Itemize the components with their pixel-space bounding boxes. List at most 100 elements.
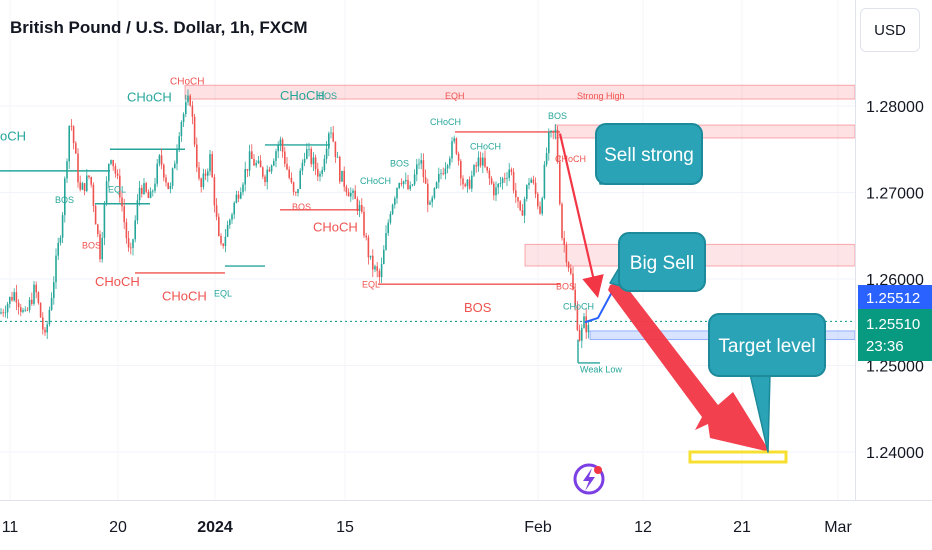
candle-body <box>301 162 304 171</box>
candle-body <box>264 176 266 183</box>
candle-body <box>488 170 491 179</box>
candle-body <box>136 200 139 221</box>
candle-body <box>435 182 438 189</box>
candle-body <box>39 302 42 318</box>
candle-body <box>235 194 238 203</box>
candle-body <box>211 154 213 178</box>
candle-body <box>550 130 552 133</box>
candle-body <box>193 116 196 145</box>
candle-body <box>220 235 222 244</box>
candle-body <box>332 132 334 142</box>
candle-body <box>176 149 178 164</box>
candle-body <box>336 157 339 158</box>
candle-body <box>378 270 381 278</box>
candle-body <box>391 204 394 214</box>
price-axis[interactable]: 1.28000 1.27000 1.26000 1.25000 1.24000 <box>866 99 924 462</box>
candle-body <box>585 316 587 333</box>
y-tick-label: 1.24000 <box>866 445 924 462</box>
candle-body <box>105 181 108 204</box>
candle-body <box>213 177 216 206</box>
callout-box <box>595 123 703 185</box>
candle-body <box>116 173 119 176</box>
big-sell-arrow <box>608 281 770 452</box>
candle-body <box>517 197 519 202</box>
time-axis[interactable]: 11 20 2024 15 Feb 12 21 Mar <box>2 519 853 536</box>
x-tick-label: 12 <box>634 519 652 536</box>
candle-body <box>323 158 326 171</box>
candle-body <box>141 187 143 194</box>
callout-2: Target level <box>708 313 826 453</box>
candle-body <box>418 163 420 165</box>
x-tick-label: Mar <box>824 519 852 536</box>
structure-label: CHoCH <box>470 141 501 151</box>
candle-body <box>92 184 95 206</box>
current-price-tag: 1.25510 23:36 <box>858 309 932 362</box>
candle-body <box>572 273 574 290</box>
candle-body <box>277 145 279 152</box>
x-tick-label: 11 <box>2 519 19 536</box>
candle-body <box>46 324 48 333</box>
structure-label: CHoCH <box>95 274 140 289</box>
candle-body <box>231 214 233 220</box>
candle-body <box>288 169 290 178</box>
candle-body <box>356 198 359 212</box>
candle-body <box>460 160 462 179</box>
candle-body <box>121 197 123 207</box>
candle-body <box>143 183 145 194</box>
candle-body <box>530 179 532 183</box>
candle-body <box>325 148 328 159</box>
candle-body <box>565 245 568 263</box>
candle-body <box>286 163 288 170</box>
candle-body <box>455 138 458 154</box>
candle-body <box>257 160 260 164</box>
candle-body <box>493 183 495 196</box>
candle-body <box>251 151 253 159</box>
candle-body <box>471 175 473 189</box>
candle-body <box>246 169 249 171</box>
candle-body <box>420 160 422 164</box>
currency-button[interactable]: USD <box>860 8 920 52</box>
candle-body <box>369 255 372 258</box>
candle-body <box>429 202 431 205</box>
candle-body <box>567 262 570 269</box>
candles-layer <box>0 89 590 349</box>
structure-label: EQL <box>362 280 380 290</box>
structure-label: BOS <box>390 159 409 169</box>
structure-label: CHoCH <box>563 301 594 311</box>
candle-body <box>464 184 466 187</box>
candle-body <box>240 192 242 199</box>
candle-body <box>79 182 81 190</box>
candle-body <box>207 171 209 176</box>
candle-body <box>581 328 583 341</box>
candle-body <box>297 188 299 193</box>
x-tick-label: 20 <box>109 519 127 536</box>
candle-body <box>501 178 504 184</box>
candle-body <box>237 194 240 199</box>
candle-body <box>222 243 224 246</box>
marker-price-label: 1.25512 <box>866 290 921 308</box>
candle-body <box>255 163 257 166</box>
candle-body <box>72 126 75 144</box>
candle-body <box>374 266 376 270</box>
candle-body <box>0 312 2 314</box>
candle-body <box>156 163 158 184</box>
candle-body <box>229 219 231 225</box>
candle-body <box>574 289 576 306</box>
candle-body <box>4 312 7 314</box>
structure-label: BOS <box>318 91 337 101</box>
candle-body <box>442 173 444 175</box>
structure-label: CHoCH <box>430 117 461 127</box>
axis-divider <box>855 0 856 500</box>
candle-body <box>361 205 363 212</box>
candle-body <box>541 198 543 214</box>
callout-0: Sell strong <box>595 123 703 185</box>
candle-body <box>354 190 356 199</box>
candle-body <box>303 158 306 163</box>
candle-body <box>521 210 524 216</box>
candle-body <box>191 105 194 117</box>
callout-label: Big Sell <box>630 253 694 274</box>
candle-body <box>55 255 57 283</box>
candle-body <box>284 151 286 164</box>
candle-body <box>31 299 33 304</box>
